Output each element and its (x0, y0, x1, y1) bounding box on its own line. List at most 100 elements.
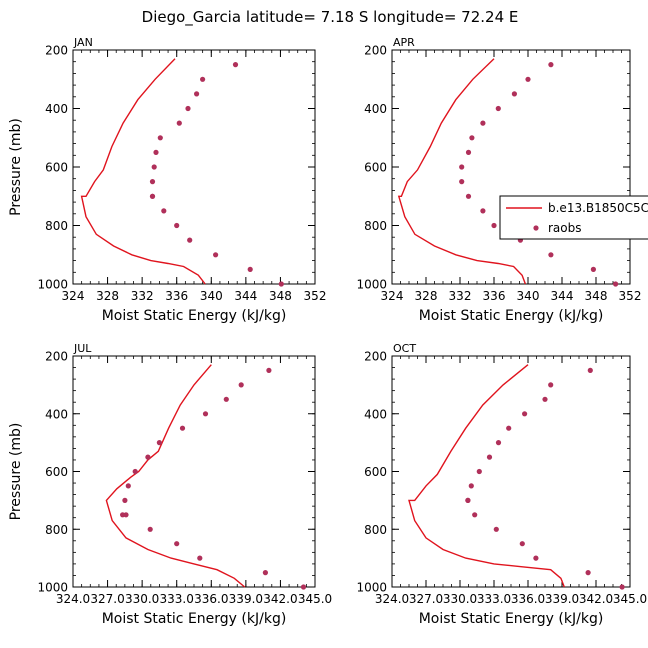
raob-point (278, 281, 284, 287)
raob-point (587, 367, 593, 373)
raob-point (202, 411, 209, 417)
panel-jan: 324 328 332 336 340 344 348 352 200 400 600 800 1000… (8, 36, 326, 324)
plot-frame (391, 49, 631, 285)
y-tick-label: 800 (364, 219, 387, 233)
plot-frame (72, 355, 316, 588)
y-tick-label: 200 (45, 44, 68, 58)
raob-point (145, 454, 151, 460)
x-tick-label: 324.0 (375, 592, 409, 606)
legend-point-swatch (533, 225, 539, 231)
raob-point (590, 266, 597, 272)
x-tick-label: 336 (165, 289, 188, 303)
panel-apr: 324 328 332 336 340 344 348 352 200 400 600 800 1000… (356, 36, 648, 324)
raob-point (200, 76, 206, 82)
y-tick-label: 400 (364, 407, 387, 421)
raob-point (459, 179, 465, 185)
x-axis-label: Moist Static Energy (kJ/kg) (102, 611, 287, 627)
x-tick-label: 333.0 (160, 592, 194, 606)
x-tick-label: 352 (304, 289, 327, 303)
raob-point (238, 382, 244, 388)
raob-point (585, 570, 591, 576)
raob-point (161, 208, 167, 214)
raob-point (187, 237, 193, 243)
raob-point (525, 76, 531, 82)
panel-oct: 324.0 327.0 330.0 333.0 336.0 339.0 342.0 345.0… (356, 342, 647, 627)
x-tick-label: 342.0 (263, 592, 297, 606)
x-tick-label: 328 (96, 289, 119, 303)
x-tick-label: 330.0 (125, 592, 159, 606)
panel-label: JUL (73, 342, 92, 355)
x-tick-label: 345.0 (298, 592, 332, 606)
x-tick-label: 340 (200, 289, 223, 303)
x-tick-label: 344 (234, 289, 257, 303)
x-tick-label: 344 (551, 289, 574, 303)
x-axis-label: Moist Static Energy (kJ/kg) (102, 308, 287, 324)
x-tick-label: 328 (415, 289, 438, 303)
legend-label-model: b.e13.B1850C5C (548, 201, 648, 215)
raob-point (179, 425, 186, 431)
raob-point (176, 120, 182, 126)
raob-point (480, 208, 486, 214)
model-line (408, 364, 565, 588)
raob-point (465, 193, 472, 199)
model-line (105, 364, 246, 588)
y-axis-label: Pressure (mb) (8, 118, 24, 216)
raob-point (223, 396, 229, 402)
x-tick-label: 336 (483, 289, 506, 303)
y-tick-label: 400 (45, 102, 68, 116)
plot-frame (72, 49, 316, 285)
x-tick-label: 348 (585, 289, 608, 303)
raob-point (122, 497, 128, 503)
y-tick-label: 600 (364, 161, 387, 175)
y-tick-label: 800 (45, 219, 68, 233)
raob-point (174, 541, 180, 547)
x-tick-label: 332 (449, 289, 472, 303)
y-tick-label: 600 (364, 465, 387, 479)
y-tick-label: 200 (364, 350, 387, 364)
raob-point (472, 512, 478, 518)
raob-point (548, 252, 554, 258)
raob-point (266, 367, 272, 373)
x-tick-label: 345.0 (613, 592, 647, 606)
raob-point (511, 91, 517, 97)
raob-point (548, 62, 554, 68)
model-line (397, 58, 527, 285)
panel-jul: 324.0 327.0 330.0 333.0 336.0 339.0 342.0 345.0… (8, 342, 332, 627)
y-tick-label: 600 (45, 465, 68, 479)
raob-point (548, 382, 554, 388)
raob-point (506, 425, 512, 431)
x-tick-label: 327.0 (409, 592, 443, 606)
raob-point (194, 91, 200, 97)
raob-point (519, 541, 525, 547)
raob-point (542, 396, 548, 402)
legend-box (499, 195, 648, 240)
raob-point (149, 179, 156, 185)
raob-point (151, 164, 157, 170)
raob-point (469, 135, 475, 141)
raob-point (262, 570, 268, 576)
raob-point (174, 222, 180, 229)
y-axis-label: Pressure (mb) (8, 423, 24, 521)
raob-point (125, 483, 131, 489)
y-tick-label: 400 (45, 407, 68, 421)
panel-label: APR (393, 36, 415, 49)
x-tick-label: 342.0 (579, 592, 613, 606)
x-tick-label: 340 (517, 289, 540, 303)
panel-label: JAN (73, 36, 93, 49)
raob-point (465, 497, 471, 503)
y-tick-label: 400 (364, 102, 387, 116)
plot-frame (391, 355, 631, 588)
raob-point (486, 454, 493, 460)
y-tick-label: 600 (45, 161, 68, 175)
x-tick-label: 330.0 (443, 592, 477, 606)
y-tick-label: 1000 (356, 581, 387, 595)
raob-point (232, 62, 239, 68)
raob-point (619, 584, 625, 590)
raob-point (156, 440, 162, 446)
y-tick-label: 200 (364, 44, 387, 58)
raob-point (149, 193, 156, 199)
raob-point (476, 468, 482, 475)
y-tick-label: 800 (364, 523, 387, 537)
figure-title: Diego_Garcia latitude= 7.18 S longitude=… (142, 8, 519, 27)
